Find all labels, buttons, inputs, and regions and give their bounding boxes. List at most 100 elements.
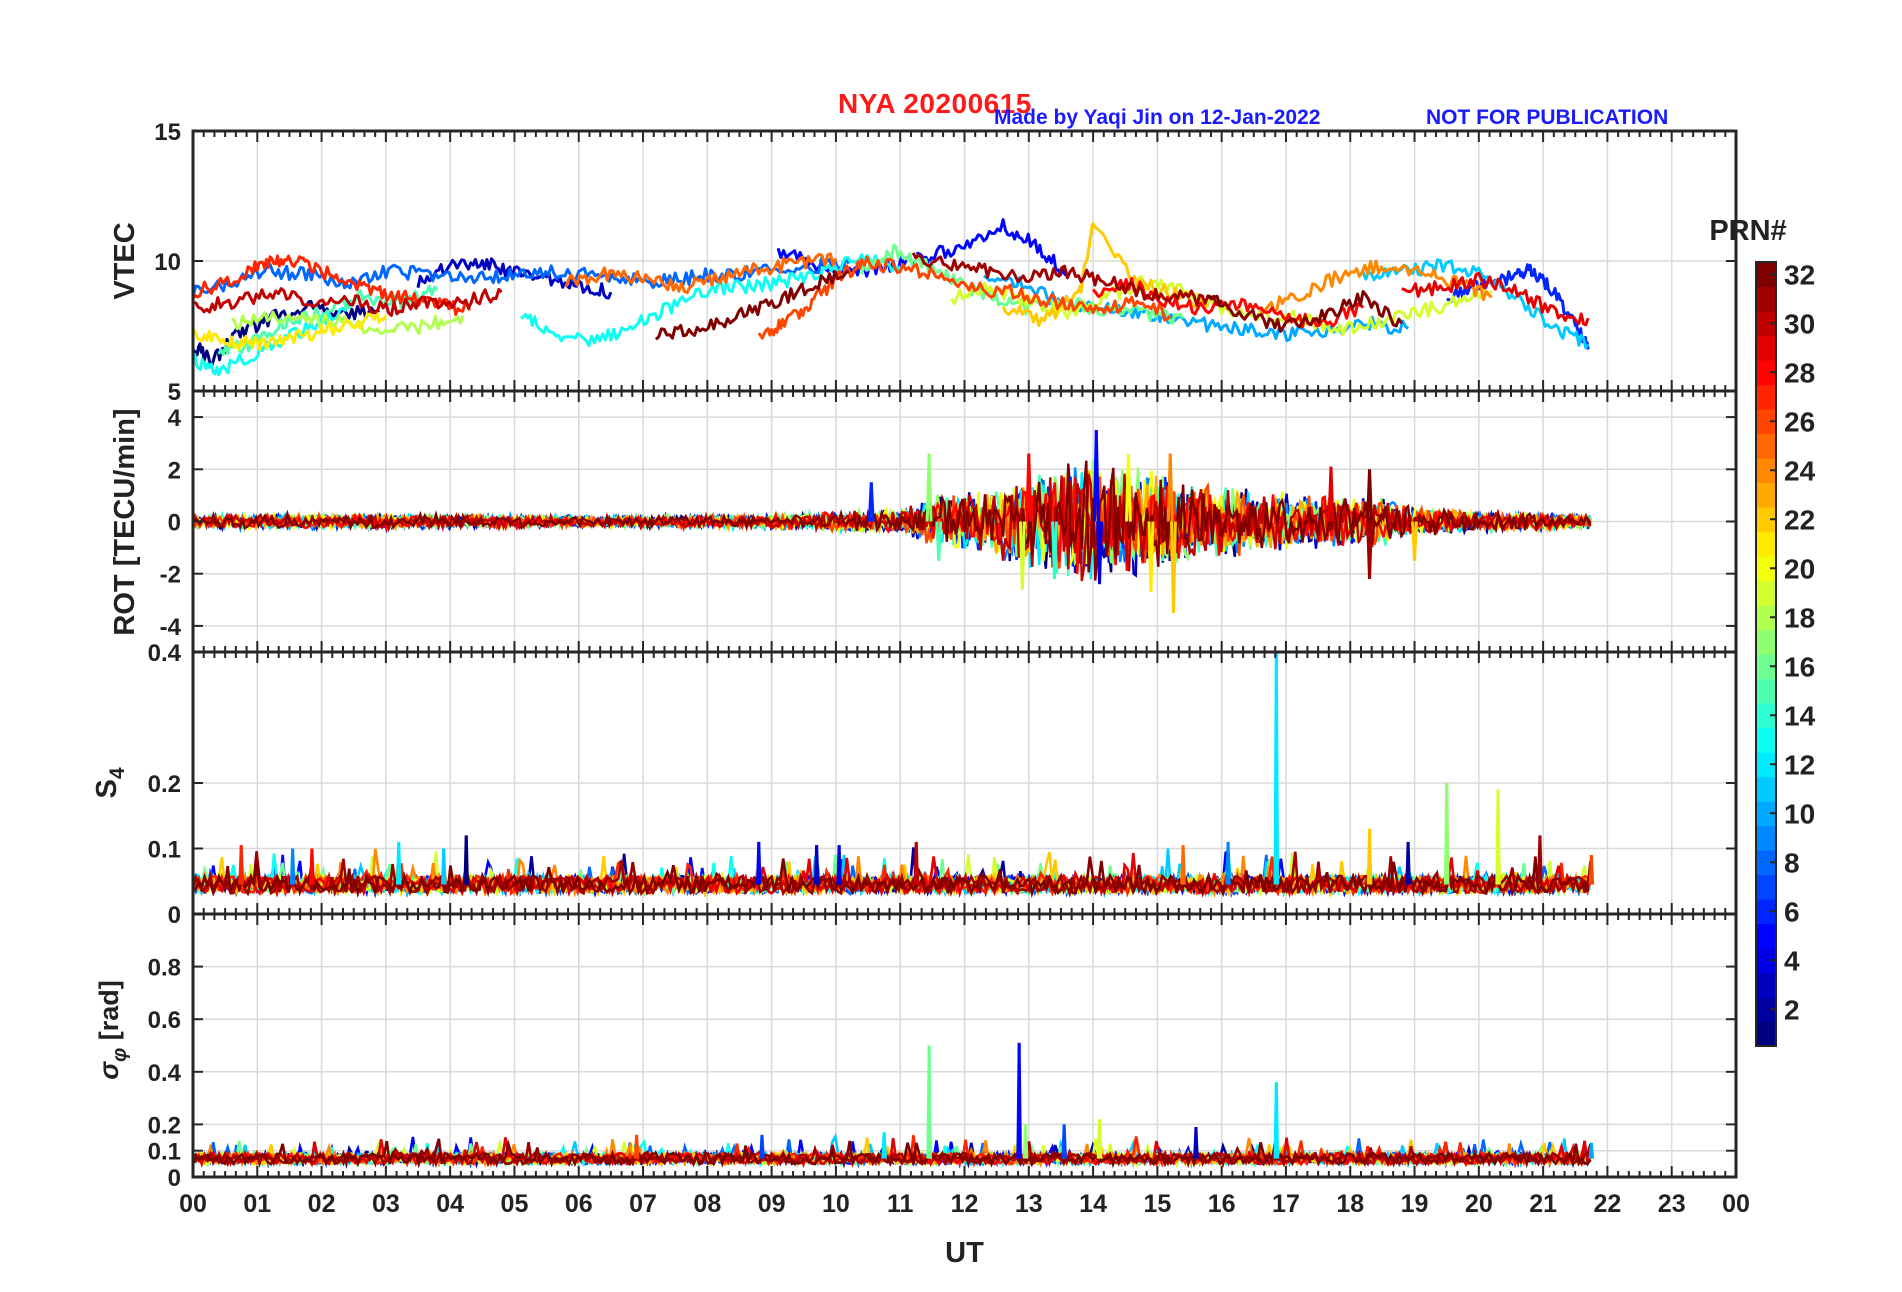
spike-prn-28: [1027, 453, 1033, 522]
colorbar-tick-label: 24: [1784, 455, 1816, 486]
y-axis-label-sigma-phi: σφ [rad]: [94, 980, 131, 1080]
spike-prn-21: [1149, 521, 1155, 593]
x-tick-label: 00: [179, 1190, 207, 1218]
series-line-prn-19: [950, 275, 1492, 337]
spike-prn-19: [1098, 1119, 1103, 1159]
colorbar: [1755, 261, 1777, 1047]
spike-prn-9: [291, 848, 296, 885]
colorbar-tick-label: 2: [1784, 994, 1800, 1025]
y-tick-label: 5: [168, 379, 181, 406]
colorbar-segment: [1756, 1021, 1776, 1047]
colorbar-segment: [1756, 605, 1776, 631]
series-line-prn-32: [654, 269, 850, 341]
x-axis-label: UT: [945, 1237, 984, 1269]
series-line-prn-13: [193, 299, 355, 377]
x-tick-label: 07: [629, 1190, 657, 1218]
colorbar-tick-label: 6: [1784, 896, 1800, 927]
chart-title: NYA 20200615: [838, 88, 1032, 119]
spike-prn-24: [1168, 453, 1174, 522]
colorbar-segment: [1756, 678, 1776, 704]
x-tick-label: 23: [1658, 1190, 1686, 1218]
x-tick-label: 17: [1272, 1190, 1300, 1218]
data-layer: [193, 430, 1592, 613]
y-tick-label: -4: [160, 614, 182, 641]
colorbar-segment: [1756, 482, 1776, 508]
series-line-prn-16: [860, 243, 1185, 326]
spike-prn-15: [937, 521, 943, 561]
colorbar-tick-label: 32: [1784, 259, 1815, 290]
colorbar-segment: [1756, 923, 1776, 949]
colorbar-segment: [1756, 899, 1776, 925]
spike-prn-31: [1368, 521, 1373, 579]
series-line-prn-25: [564, 252, 838, 295]
series-line-prn-26: [757, 255, 1172, 340]
y-tick-label: 2: [168, 457, 181, 484]
colorbar-segment: [1756, 654, 1776, 680]
panel-VTEC: [191, 129, 1738, 393]
x-tick-label: 05: [501, 1190, 529, 1218]
spike-prn-12: [1274, 1082, 1280, 1159]
x-tick-label: 18: [1336, 1190, 1364, 1218]
colorbar-segment: [1756, 850, 1776, 876]
colorbar-tick-label: 26: [1784, 406, 1815, 437]
y-tick-label: 0.2: [148, 771, 181, 798]
spike-prn-7: [1062, 1124, 1067, 1159]
series-line-prn-31: [193, 1141, 1592, 1169]
colorbar-frame: [1755, 261, 1777, 1047]
y-tick-label: 0: [168, 510, 181, 537]
series-line-prn-5: [776, 218, 1068, 278]
colorbar-segment: [1756, 286, 1776, 312]
series-line-prn-6: [1446, 263, 1590, 350]
spike-prn-25: [1181, 845, 1186, 885]
colorbar-segment: [1756, 311, 1776, 337]
spike-prn-27: [239, 845, 245, 885]
x-tick-label: 04: [436, 1190, 464, 1218]
x-tick-label: 21: [1529, 1190, 1557, 1218]
colorbar-tick-label: 22: [1784, 504, 1815, 535]
y-tick-label: 0.4: [148, 1060, 182, 1087]
spike-prn-7: [760, 1134, 765, 1159]
y-tick-label: 15: [154, 119, 181, 146]
colorbar-segment: [1756, 629, 1776, 655]
panel-sigma_phi: [191, 912, 1738, 1179]
colorbar-tick-label: 16: [1784, 651, 1815, 682]
series-line-prn-8: [193, 256, 851, 297]
series-line-prn-30: [193, 287, 503, 317]
series-line-prn-13: [519, 253, 902, 348]
y-axis-label-s4: S4: [91, 767, 129, 798]
y-tick-label: 0: [168, 902, 181, 929]
colorbar-segment: [1756, 752, 1776, 778]
spike-prn-5: [757, 841, 762, 885]
y-tick-label: 0.1: [148, 837, 181, 864]
colorbar-segment: [1756, 360, 1776, 386]
spike-prn-6: [869, 482, 875, 522]
series-line-prn-32: [193, 1138, 1592, 1169]
colorbar-segment: [1756, 262, 1776, 288]
colorbar-tick-label: 14: [1784, 700, 1816, 731]
colorbar-segment: [1756, 556, 1776, 582]
spike-prn-4: [837, 845, 842, 885]
spike-prn-20: [1126, 453, 1132, 522]
colorbar-segment: [1756, 727, 1776, 753]
colorbar-label: PRN#: [1709, 215, 1786, 247]
spike-prn-12: [882, 1132, 887, 1159]
spike-prn-4: [1098, 521, 1103, 585]
x-tick-label: 11: [887, 1190, 914, 1218]
y-tick-label: 0.6: [148, 1007, 181, 1034]
y-axis-label-rot: ROT [TECU/min]: [109, 408, 141, 635]
colorbar-segment: [1756, 335, 1776, 361]
x-tick-label: 19: [1401, 1190, 1429, 1218]
spike-prn-10: [1589, 1142, 1595, 1159]
x-tick-label: 08: [693, 1190, 721, 1218]
spike-prn-32: [1368, 469, 1373, 522]
data-layer: [193, 652, 1595, 899]
spike-prn-28: [310, 848, 315, 885]
y-tick-label: 0: [168, 1165, 181, 1192]
colorbar-segment: [1756, 433, 1776, 459]
spike-prn-12: [1274, 652, 1280, 885]
panel-ROT: [191, 389, 1738, 654]
colorbar-segment: [1756, 874, 1776, 900]
series-line-prn-29: [1401, 271, 1590, 327]
colorbar-tick-label: 8: [1784, 847, 1800, 878]
